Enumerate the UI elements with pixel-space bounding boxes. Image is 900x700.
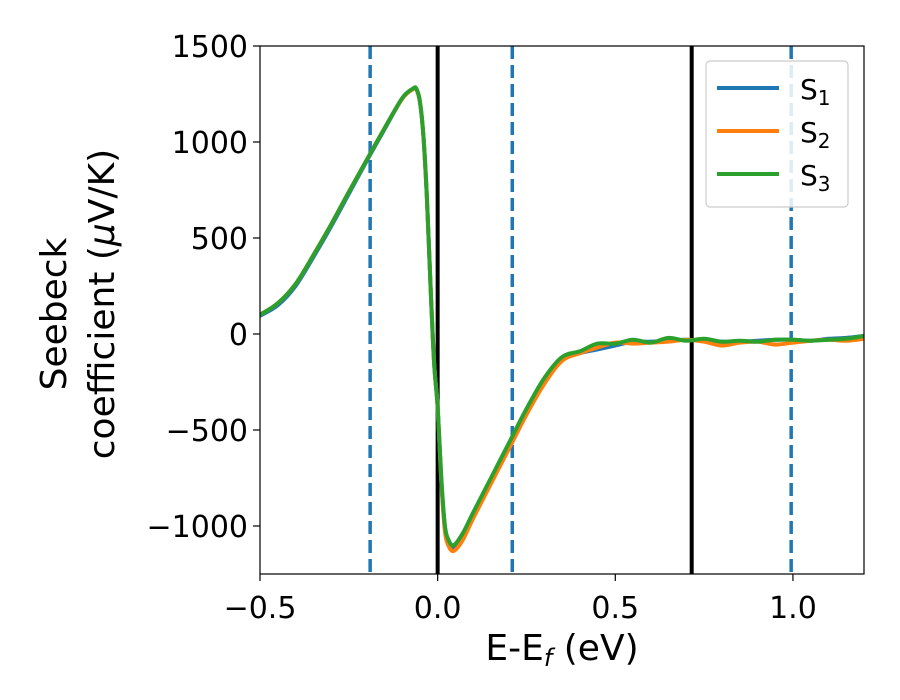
x-tick-label: 0.5 <box>591 591 639 626</box>
y-axis-label-line2: coefficient (μV/K) <box>82 149 123 459</box>
x-axis-label-main: E-E <box>485 628 543 669</box>
x-tick-label: 1.0 <box>769 591 817 626</box>
y-axis-ticks: −1000 −500 0 500 1000 1500 <box>147 30 260 545</box>
x-axis-label: E-Ef (eV) <box>485 628 638 672</box>
y-axis-label-line1: Seebeck <box>34 237 75 390</box>
x-axis-label-unit: (eV) <box>552 628 638 669</box>
series-lines <box>260 85 864 554</box>
series-line-s3 <box>260 85 864 548</box>
y-tick-label: −500 <box>166 414 248 449</box>
y-tick-label: 1000 <box>172 126 248 161</box>
x-axis-ticks: −0.5 0.0 0.5 1.0 <box>224 574 817 626</box>
x-tick-label: −0.5 <box>224 591 297 626</box>
y-axis-label-post: V/K) <box>82 149 123 223</box>
legend-entry-s1: S1 <box>717 73 831 110</box>
plot-frame <box>259 45 865 575</box>
legend-label-s1: S1 <box>800 73 831 110</box>
x-tick-label: 0.0 <box>414 591 462 626</box>
y-tick-label: −1000 <box>147 510 248 545</box>
y-axis-label-pre: coefficient ( <box>82 246 123 459</box>
y-tick-label: 500 <box>191 222 248 257</box>
legend-label-s3: S3 <box>800 159 831 196</box>
y-tick-label: 0 <box>229 318 248 353</box>
y-axis-label-mu: μ <box>82 223 123 247</box>
y-tick-label: 1500 <box>172 30 248 65</box>
legend-box <box>705 60 849 208</box>
legend-entry-s3: S3 <box>717 159 831 196</box>
legend-entry-s2: S2 <box>717 116 831 153</box>
legend: S1 S2 S3 <box>705 60 849 208</box>
legend-label-s2: S2 <box>800 116 831 153</box>
